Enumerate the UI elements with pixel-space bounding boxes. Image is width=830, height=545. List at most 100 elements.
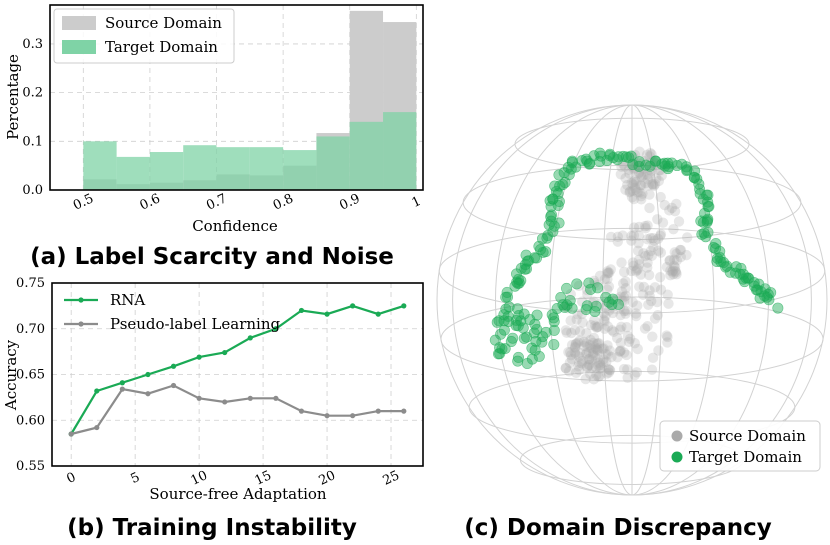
source-domain-point: [604, 345, 615, 356]
source-domain-point: [643, 269, 655, 281]
source-domain-point: [615, 169, 627, 180]
source-domain-point: [574, 326, 586, 337]
source-domain-point: [602, 267, 614, 278]
target-domain-point: [701, 216, 713, 228]
target-domain-point: [627, 159, 639, 171]
source-domain-point: [630, 176, 642, 188]
source-domain-point: [620, 308, 631, 319]
source-domain-point: [614, 302, 626, 313]
source-domain-point: [592, 353, 604, 365]
source-domain-point: [578, 336, 590, 348]
y-tick-label-b: 0.75: [16, 276, 45, 291]
source-domain-point: [570, 367, 582, 379]
source-domain-point: [601, 368, 613, 379]
target-domain-point: [585, 283, 597, 295]
source-domain-point: [592, 343, 604, 354]
source-domain-point: [636, 194, 647, 205]
legend-label-source-a: Source Domain: [105, 14, 222, 32]
source-domain-point: [621, 349, 632, 361]
target-domain-point: [548, 339, 560, 351]
source-domain-point: [646, 250, 657, 262]
target-domain-point: [533, 350, 545, 362]
legend-box-a: [53, 8, 235, 64]
target-domain-point: [501, 286, 513, 298]
source-domain-point: [598, 357, 609, 368]
source-domain-point: [583, 346, 594, 358]
target-domain-point: [640, 159, 652, 171]
source-domain-point: [655, 247, 667, 258]
source-domain-point: [624, 187, 635, 198]
source-domain-point: [604, 364, 615, 376]
target-domain-point: [526, 342, 538, 354]
source-domain-point: [564, 357, 576, 368]
source-domain-point: [604, 365, 616, 376]
y-tick-label-b: 0.55: [16, 459, 45, 474]
target-domain-point: [515, 262, 527, 274]
point-rna: [273, 326, 279, 332]
source-domain-point: [565, 315, 576, 326]
source-domain-point: [602, 349, 614, 360]
source-domain-point: [607, 307, 619, 319]
legend-b: RNA Pseudo-label Learning: [64, 291, 280, 333]
target-domain-point: [592, 282, 604, 294]
source-domain-point: [642, 234, 653, 245]
x-tick-label-b: 0: [64, 470, 78, 487]
source-domain-point: [602, 266, 613, 277]
source-domain-point: [632, 343, 643, 355]
source-domain-point: [606, 325, 618, 336]
y-axis-label-a: Percentage: [4, 54, 22, 140]
source-domain-point: [669, 247, 681, 258]
source-domain-point: [633, 254, 645, 266]
source-domain-point: [588, 350, 599, 361]
source-domain-point: [573, 364, 585, 376]
source-domain-point: [637, 188, 648, 199]
source-domain-point: [572, 337, 584, 348]
target-domain-point: [600, 291, 612, 303]
source-domain-point: [599, 274, 610, 285]
source-domain-point: [566, 339, 578, 351]
point-rna: [145, 371, 151, 378]
source-domain-point: [668, 260, 680, 272]
target-domain-point: [763, 294, 775, 306]
source-domain-point: [592, 338, 603, 349]
x-tick-label-a: 0.5: [71, 191, 96, 213]
target-domain-point: [702, 196, 714, 208]
source-domain-point: [588, 332, 600, 344]
source-domain-point: [636, 171, 647, 183]
source-domain-point: [620, 283, 632, 294]
point-rna: [196, 354, 202, 360]
target-domain-point: [553, 217, 565, 229]
target-domain-point: [495, 328, 507, 340]
source-domain-point: [623, 336, 635, 348]
source-domain-point: [585, 368, 596, 380]
source-domain-point: [629, 149, 641, 161]
point-pseudo-label: [375, 408, 381, 414]
target-domain-point: [566, 302, 578, 314]
source-domain-point: [584, 353, 595, 365]
source-domain-point: [569, 324, 581, 336]
target-domain-point: [649, 155, 661, 167]
source-domain-point: [645, 147, 656, 159]
source-domain-point: [681, 249, 692, 261]
source-domain-point: [591, 338, 602, 350]
bar-target-domain: [283, 150, 317, 190]
source-domain-point: [566, 327, 577, 339]
source-domain-point: [644, 171, 655, 182]
source-domain-point: [662, 331, 673, 343]
source-domain-point: [596, 362, 607, 373]
source-domain-point: [612, 231, 624, 243]
target-domain-point: [633, 156, 645, 168]
source-domain-point: [663, 298, 674, 309]
source-domain-point: [591, 322, 602, 333]
target-domain-point: [536, 336, 548, 348]
target-domain-point: [606, 299, 618, 311]
target-domain-point: [502, 291, 514, 303]
panel-c-sphere-scatter: Source Domain Target Domain (c) Domain D…: [436, 104, 828, 541]
source-domain-point: [637, 289, 649, 300]
target-domain-point: [548, 324, 560, 336]
source-domain-point: [589, 320, 601, 331]
source-domain-point: [636, 180, 647, 191]
source-domain-point: [647, 331, 658, 342]
point-pseudo-label: [94, 424, 100, 431]
